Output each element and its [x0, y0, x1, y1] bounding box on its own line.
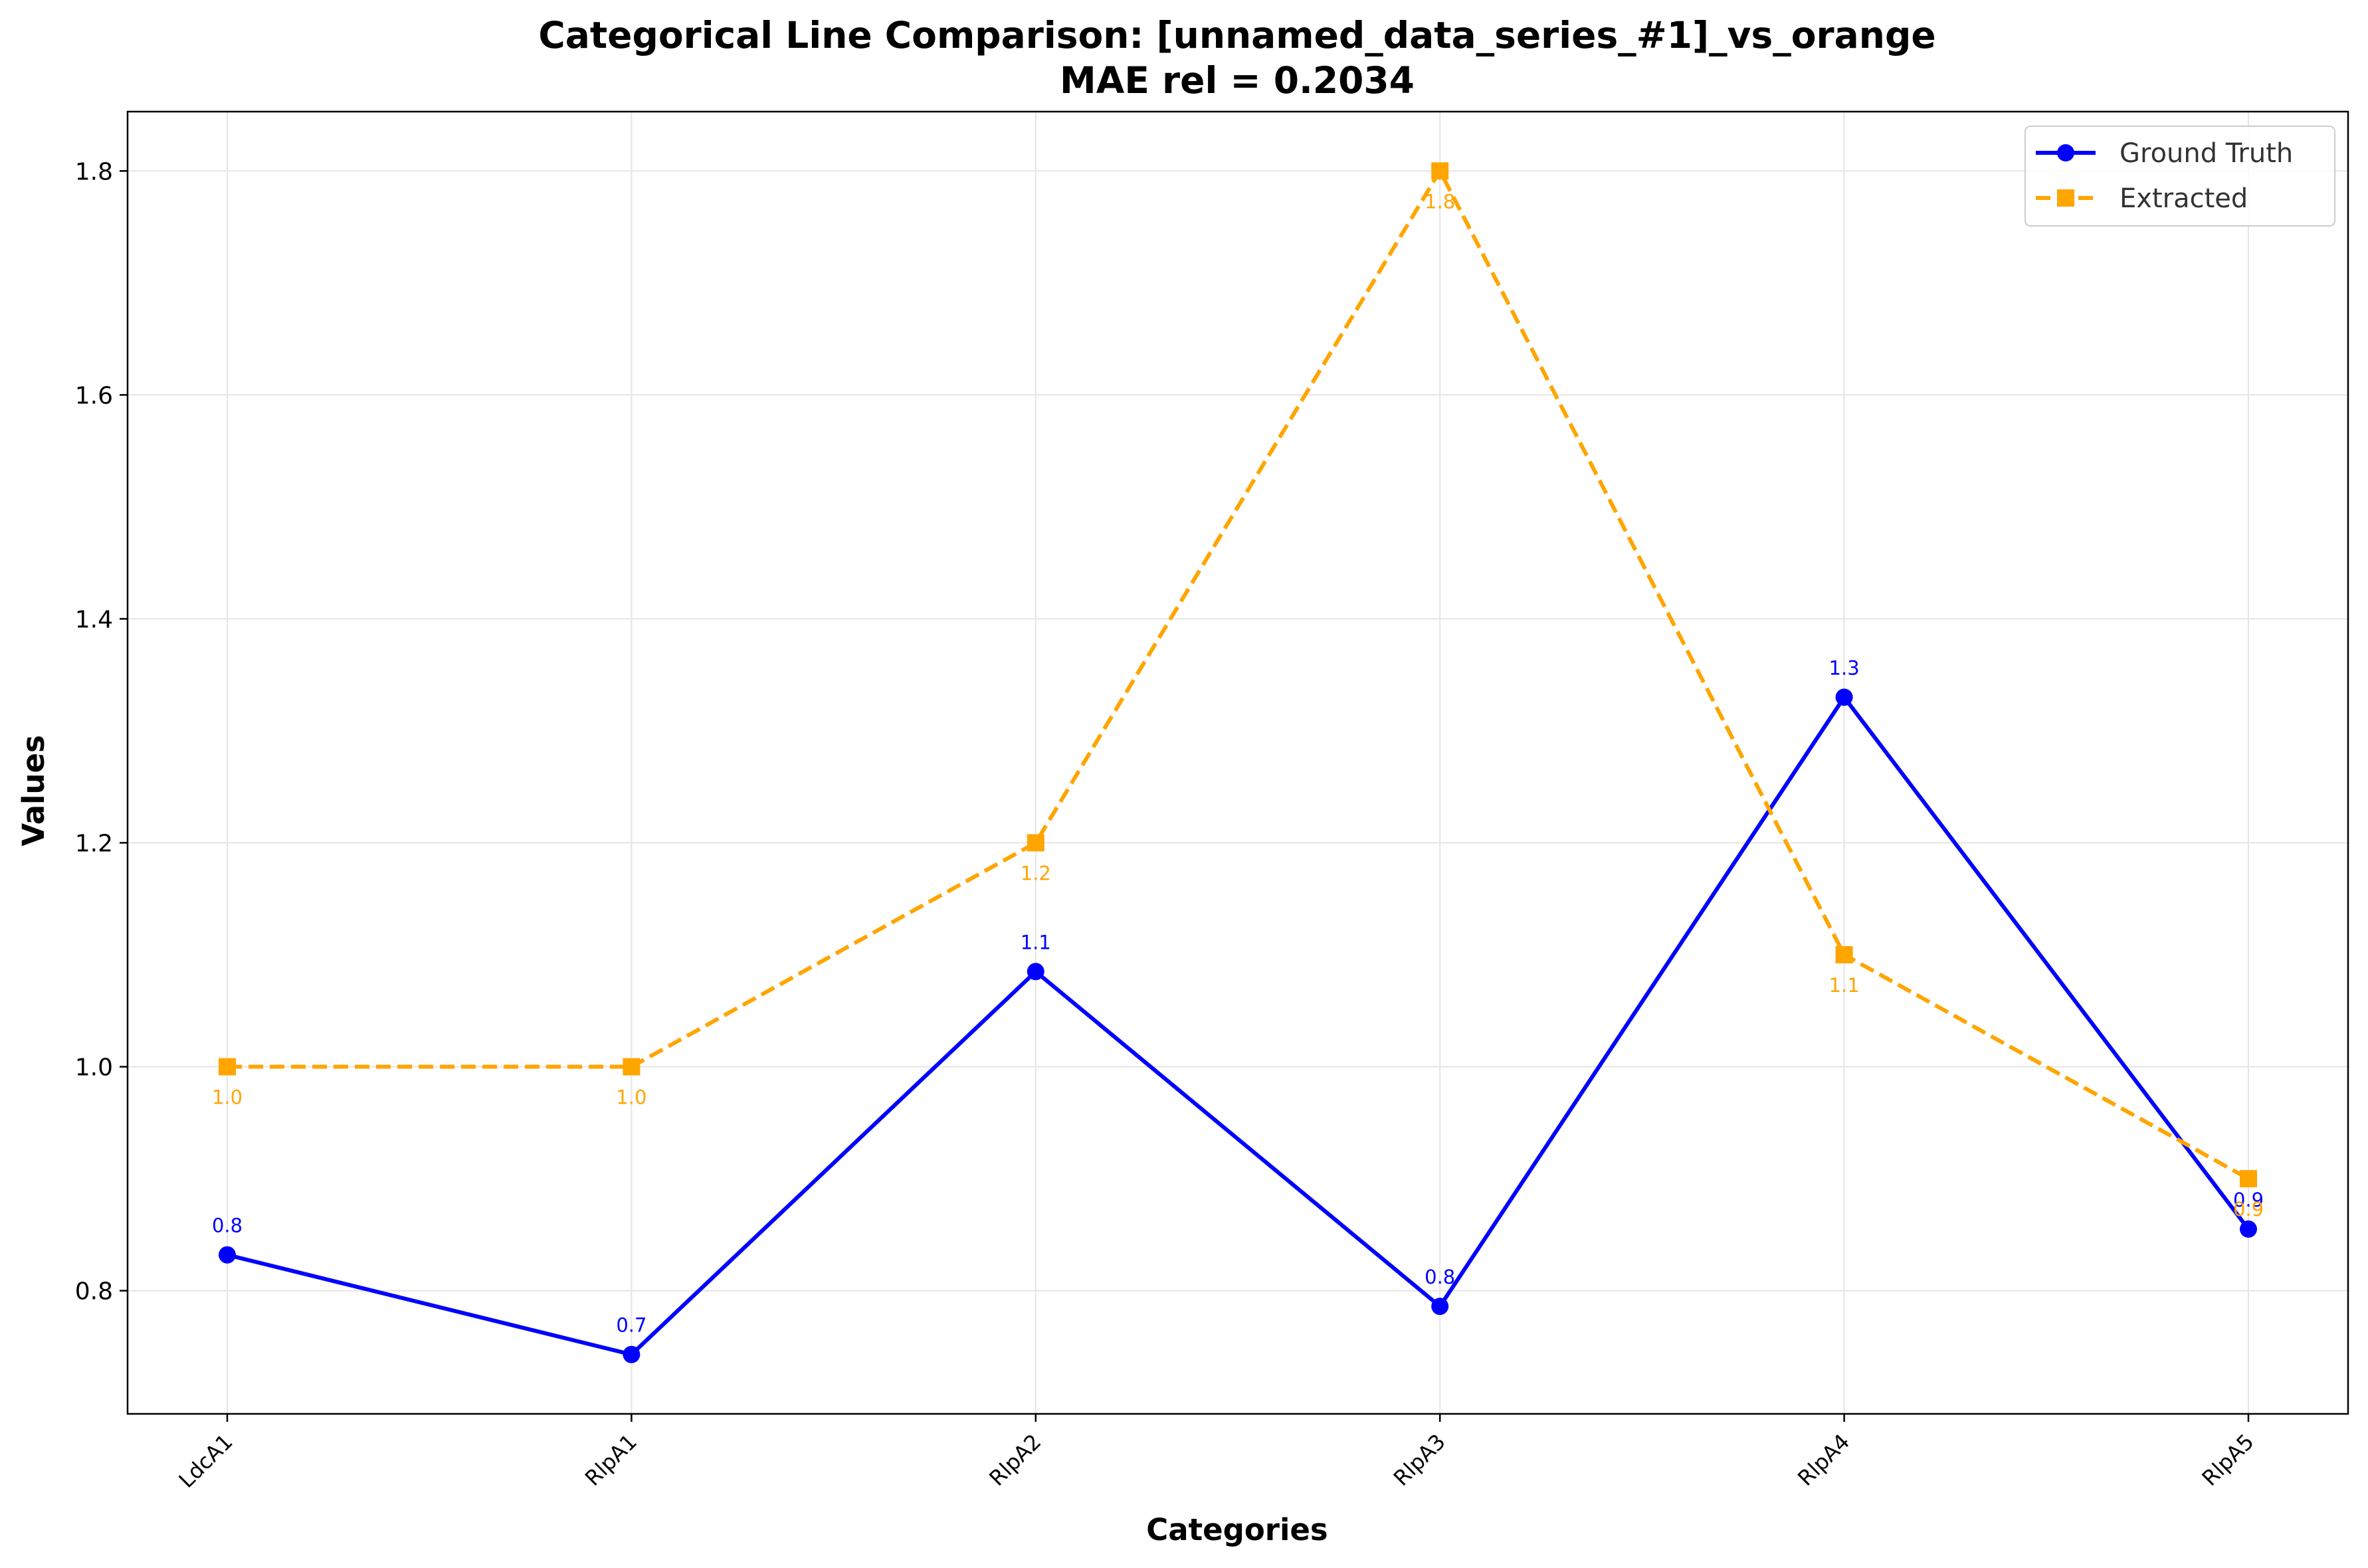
- ground-truth-data-label: 0.7: [616, 1314, 646, 1337]
- ground-truth-point: [1835, 688, 1853, 706]
- extracted-point: [219, 1058, 236, 1076]
- extracted-point: [1835, 946, 1853, 964]
- y-tick-label: 0.8: [75, 1278, 113, 1306]
- extracted-data-label: 1.1: [1829, 974, 1860, 997]
- series: [219, 162, 2257, 1363]
- legend: Ground Truth Extracted: [2024, 126, 2335, 227]
- legend-box: [2024, 126, 2335, 227]
- chart-subtitle: MAE rel = 0.2034: [1060, 59, 1415, 102]
- legend-extracted-marker: [2057, 189, 2074, 207]
- ground-truth-data-label: 0.9: [2233, 1189, 2264, 1211]
- ground-truth-data-label: 1.3: [1829, 656, 1860, 679]
- y-tick-label: 1.2: [75, 830, 113, 857]
- y-axis-label: Values: [16, 735, 51, 846]
- legend-extracted-label: Extracted: [2120, 183, 2248, 214]
- x-axis-label: Categories: [1146, 1512, 1328, 1547]
- extracted-point: [1027, 834, 1044, 852]
- ground-truth-point: [623, 1345, 641, 1363]
- extracted-data-label: 1.0: [212, 1086, 243, 1109]
- y-tick-label: 1.6: [75, 382, 113, 409]
- extracted-data-label: 0.9: [2233, 1198, 2264, 1221]
- y-tick-label: 1.8: [75, 158, 113, 185]
- ground-truth-line: [227, 695, 2250, 1357]
- ground-truth-data-label: 0.8: [212, 1215, 243, 1237]
- legend-ground-truth-marker: [2057, 144, 2074, 161]
- ground-truth-point: [1431, 1298, 1449, 1316]
- ground-truth-point: [219, 1246, 236, 1264]
- y-tick-label: 1.4: [75, 606, 113, 633]
- chart-title: Categorical Line Comparison: [unnamed_da…: [538, 14, 1935, 56]
- extracted-line: [227, 169, 2250, 1181]
- extracted-data-label: 1.8: [1425, 190, 1455, 213]
- extracted-point: [623, 1058, 641, 1076]
- extracted-point: [1431, 162, 1449, 180]
- plot-frame: [126, 110, 2349, 1415]
- extracted-data-label: 1.0: [616, 1086, 646, 1109]
- data-labels: 0.8 0.7 1.1 0.8 1.3 0.9 1.0 1.0 1.2 1.8 1.1 0.9: [212, 190, 2264, 1336]
- ground-truth-point: [1027, 963, 1044, 981]
- legend-ground-truth-label: Ground Truth: [2120, 138, 2293, 169]
- extracted-point: [2240, 1170, 2257, 1188]
- grid: [128, 112, 2348, 1414]
- extracted-data-label: 1.2: [1021, 862, 1051, 884]
- ground-truth-point: [2240, 1220, 2257, 1238]
- ground-truth-data-label: 0.8: [1425, 1266, 1455, 1288]
- y-tick-label: 1.0: [75, 1054, 113, 1082]
- ground-truth-data-label: 1.1: [1021, 931, 1051, 953]
